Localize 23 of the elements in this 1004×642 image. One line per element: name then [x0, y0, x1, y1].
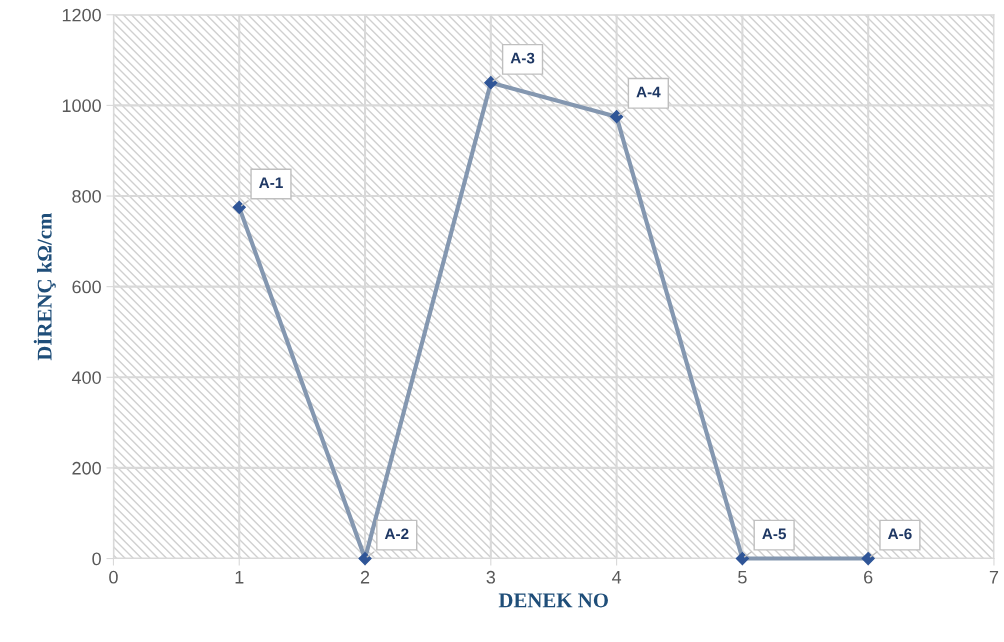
y-tick-label: 1000: [62, 99, 101, 113]
annotation: A-5: [762, 528, 787, 540]
x-tick-label: 7: [989, 571, 999, 584]
x-tick-label: 0: [109, 570, 118, 584]
y-tick-label: 600: [72, 280, 101, 294]
annotation: A-1: [259, 177, 283, 188]
y-tick-label: 0: [92, 552, 101, 566]
y-tick-label: 800: [72, 189, 101, 203]
x-tick-label: 6: [864, 570, 873, 584]
x-tick-label: 2: [360, 570, 370, 584]
y-axis-title: DİRENÇ kΩ/cm: [33, 212, 56, 361]
annotation: A-2: [384, 528, 409, 540]
annotation: A-3: [510, 52, 535, 64]
annotation: A-6: [888, 528, 912, 540]
y-tick-label: 1200: [62, 8, 101, 22]
x-tick-label: 1: [235, 571, 244, 584]
y-tick-label: 400: [71, 371, 101, 384]
x-tick-label: 3: [486, 570, 496, 584]
x-axis-title: DENEK NO: [498, 593, 608, 608]
x-tick-label: 4: [611, 571, 622, 584]
x-tick-label: 5: [738, 571, 747, 584]
y-tick-label: 200: [72, 461, 101, 475]
annotation: A-4: [636, 86, 661, 98]
